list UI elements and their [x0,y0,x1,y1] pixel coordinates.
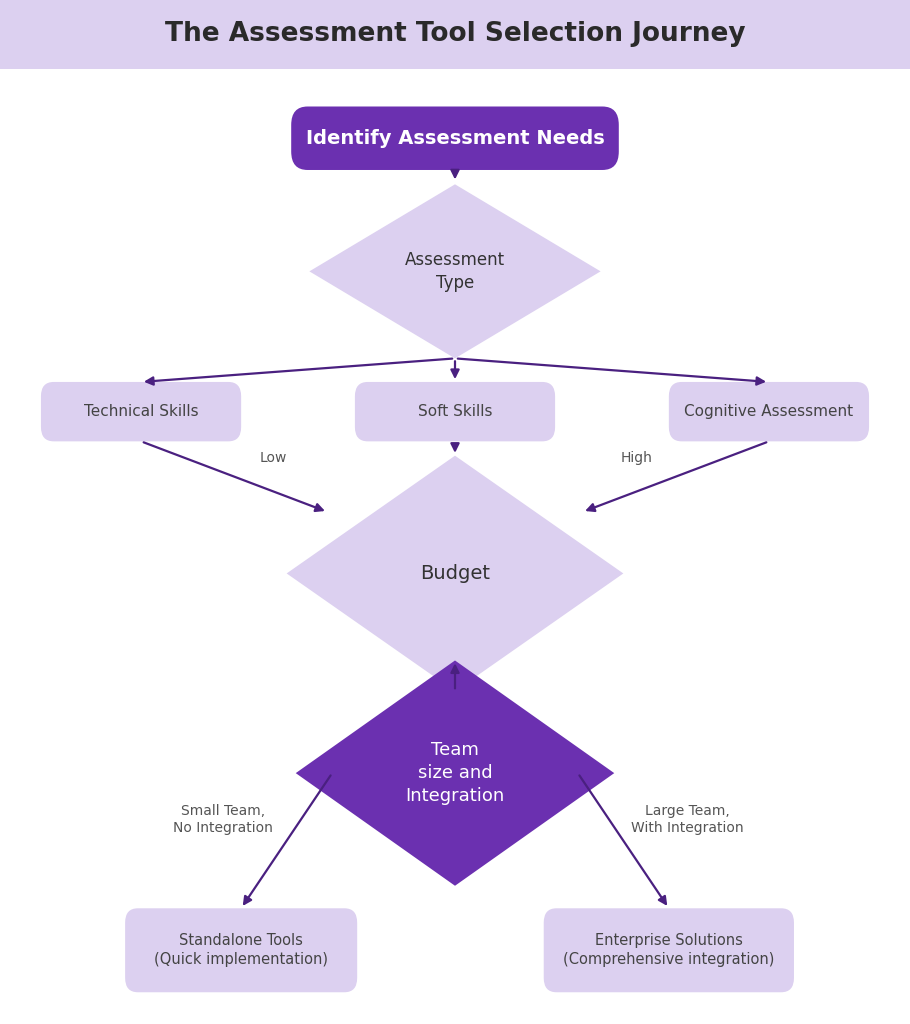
FancyBboxPatch shape [355,382,555,441]
FancyBboxPatch shape [669,382,869,441]
FancyBboxPatch shape [41,382,241,441]
Text: Soft Skills: Soft Skills [418,404,492,419]
Text: Large Team,
With Integration: Large Team, With Integration [631,804,743,835]
Text: Technical Skills: Technical Skills [84,404,198,419]
Polygon shape [309,184,601,358]
Text: Team
size and
Integration: Team size and Integration [405,741,505,805]
Text: Budget: Budget [420,564,490,583]
Text: The Assessment Tool Selection Journey: The Assessment Tool Selection Journey [165,22,745,47]
Text: High: High [621,451,653,465]
FancyBboxPatch shape [291,106,619,170]
Text: Cognitive Assessment: Cognitive Assessment [684,404,854,419]
Text: Assessment
Type: Assessment Type [405,251,505,292]
Text: Enterprise Solutions
(Comprehensive integration): Enterprise Solutions (Comprehensive inte… [563,934,774,967]
Text: Low: Low [259,451,287,465]
Polygon shape [296,660,614,886]
Text: Identify Assessment Needs: Identify Assessment Needs [306,129,604,147]
Polygon shape [287,456,623,691]
FancyBboxPatch shape [126,908,357,992]
Text: Small Team,
No Integration: Small Team, No Integration [173,804,273,835]
Text: Standalone Tools
(Quick implementation): Standalone Tools (Quick implementation) [154,934,329,967]
FancyBboxPatch shape [543,908,794,992]
FancyBboxPatch shape [0,0,910,69]
